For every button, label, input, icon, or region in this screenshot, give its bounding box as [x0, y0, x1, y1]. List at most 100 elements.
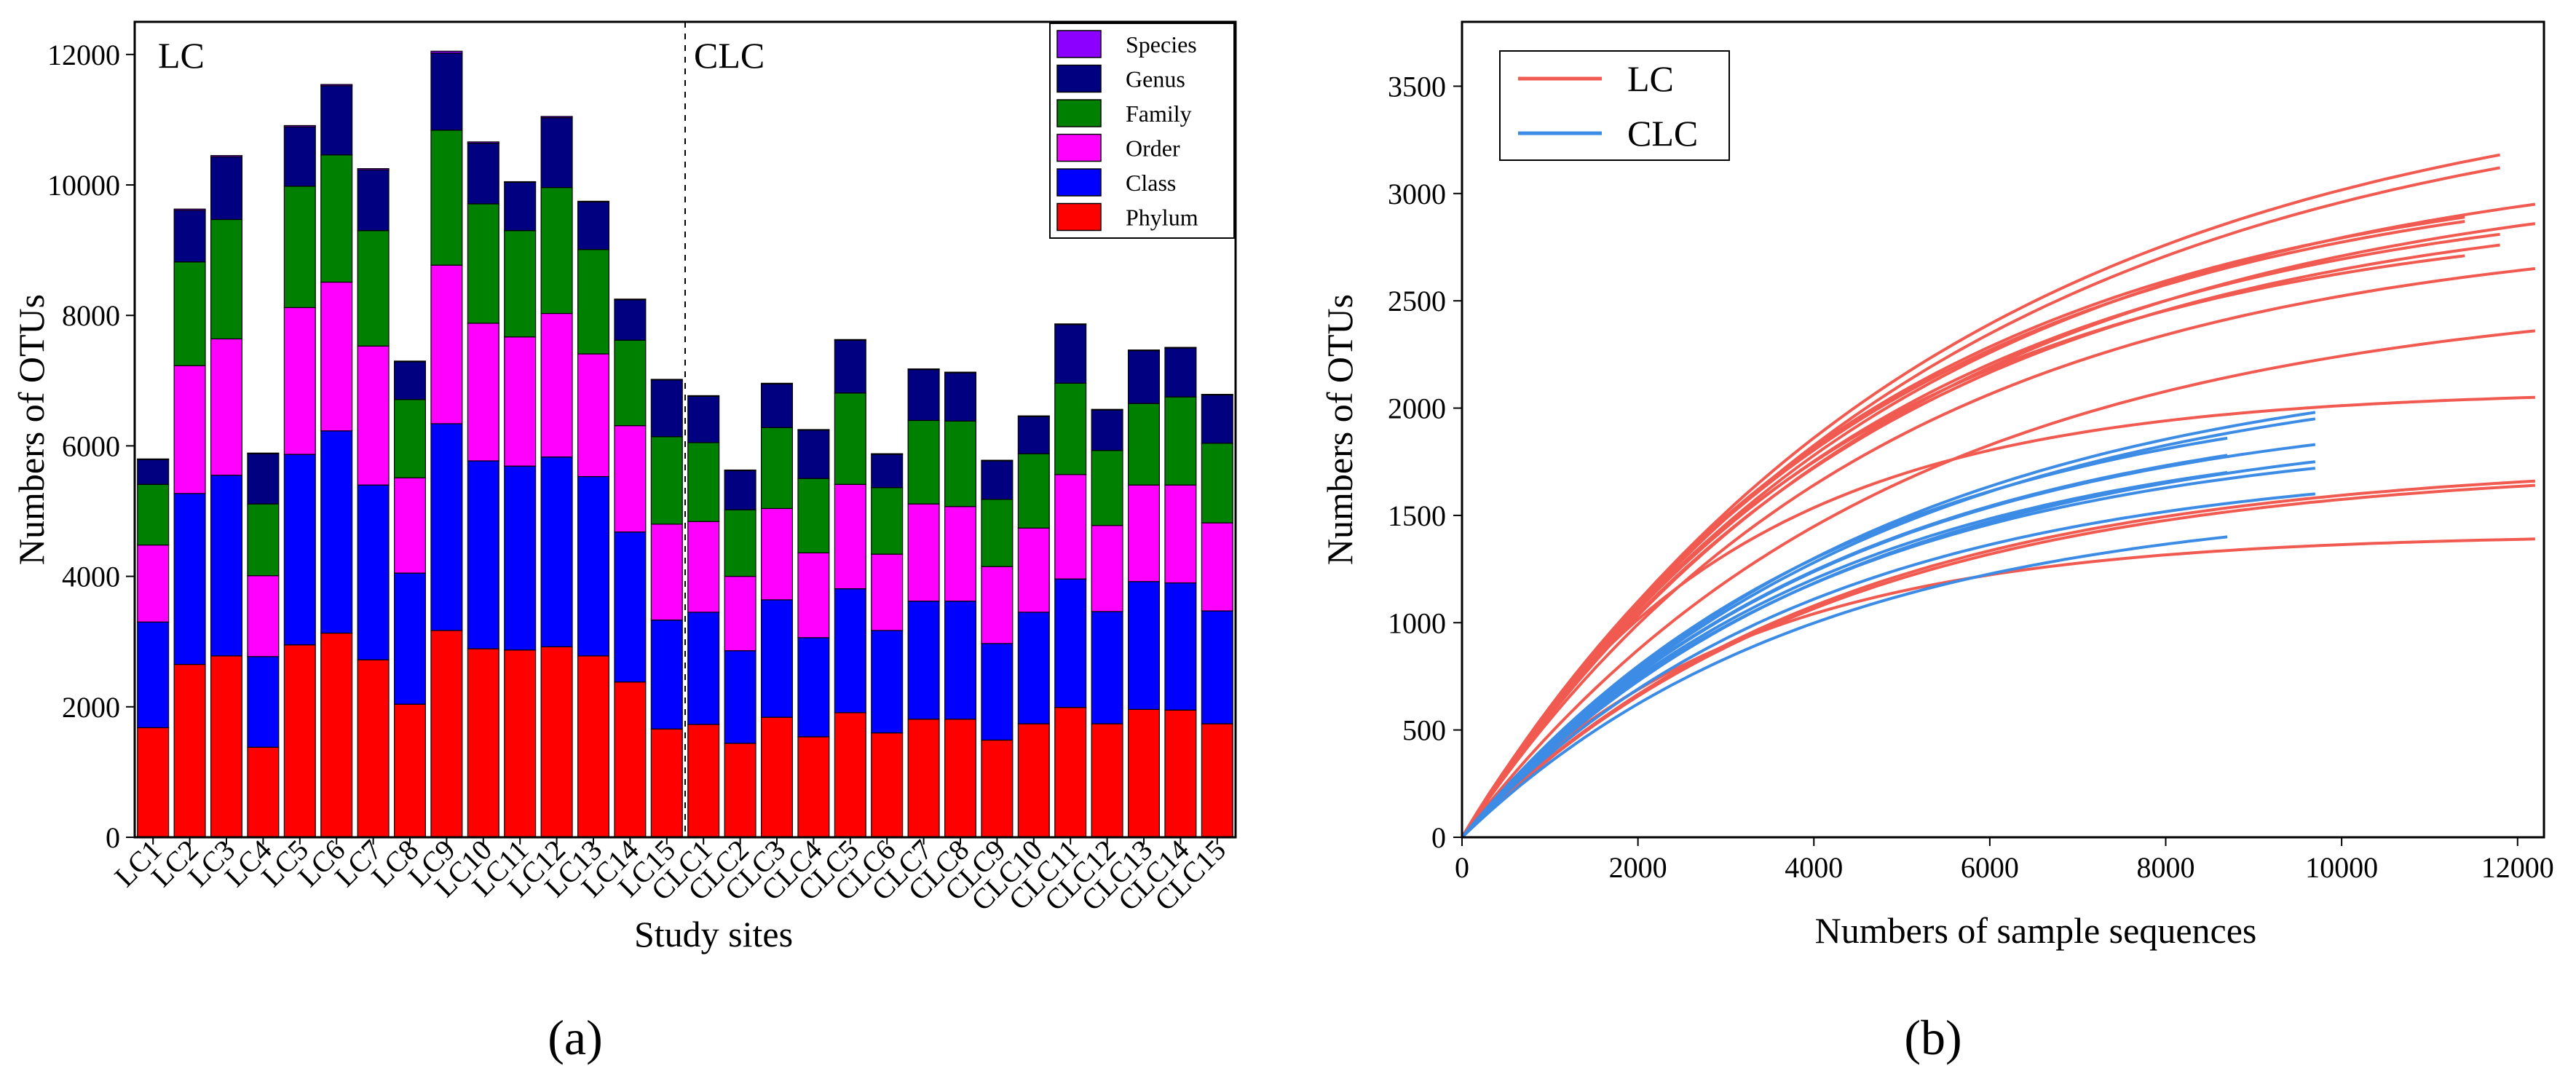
bar-lc5-genus	[283, 126, 316, 187]
bar-clc6-genus	[871, 454, 904, 489]
y-tick-label-b: 1000	[1388, 606, 1446, 639]
legend-label-phylum: Phylum	[1126, 205, 1198, 231]
bar-lc9-phylum	[430, 630, 463, 838]
y-tick-label-b: 2500	[1388, 285, 1446, 317]
curve-lc-10	[1461, 266, 2536, 839]
legend-label-lc: LC	[1627, 58, 1674, 99]
bar-clc5-phylum	[834, 712, 866, 838]
bar-lc12-genus	[540, 117, 573, 189]
bar-clc6-phylum	[871, 732, 904, 838]
bar-clc7-genus	[907, 368, 940, 422]
x-axis-title-b: Numbers of sample sequences	[1815, 910, 2257, 951]
bar-lc13-genus	[577, 201, 610, 250]
bar-clc14-family	[1164, 396, 1197, 486]
bar-clc6-order	[871, 553, 904, 631]
bar-lc4-class	[247, 656, 280, 748]
bar-clc3-order	[760, 507, 794, 601]
bar-lc6-order	[320, 281, 353, 432]
bar-lc9-order	[430, 264, 463, 424]
bar-clc13-family	[1127, 403, 1161, 486]
bar-lc2-family	[173, 261, 206, 366]
group-label-lc: LC	[158, 35, 205, 76]
bar-lc15-phylum	[650, 728, 683, 838]
panel-label-b: (b)	[1904, 1010, 1961, 1065]
bar-lc14-class	[614, 531, 647, 683]
bar-clc14-phylum	[1164, 709, 1197, 838]
legend-label-species: Species	[1126, 31, 1197, 58]
panel-a: 0 2000 4000 6000 8000 10000 12000 LC1LC2LC3LC4…	[11, 20, 1237, 1065]
bar-lc8-order	[393, 477, 427, 574]
bar-clc4-family	[797, 478, 830, 553]
y-tick-label-a: 0	[106, 821, 120, 854]
bar-clc3-species	[760, 382, 794, 384]
bar-lc11-family	[504, 230, 537, 338]
bar-clc10-genus	[1017, 416, 1050, 454]
bar-clc2-order	[724, 575, 756, 652]
x-tick-label-b: 6000	[1961, 851, 2019, 884]
bar-lc15-order	[650, 523, 683, 621]
bar-lc1-family	[137, 483, 170, 546]
y-tick-label-b: 3000	[1388, 178, 1446, 210]
bar-lc2-genus	[173, 210, 206, 263]
bar-clc11-species	[1054, 323, 1087, 325]
curve-lc-9	[1461, 254, 2465, 839]
bar-clc7-class	[907, 601, 940, 720]
bar-lc4-genus	[247, 453, 280, 505]
bar-lc5-species	[283, 125, 316, 127]
panel-b: 0 500 1000 1500 2000 2500 3000 3500 0 2000 4000 600…	[1319, 20, 2554, 1065]
bar-clc6-family	[871, 487, 904, 555]
bar-clc5-species	[834, 339, 866, 341]
curve-clc-4	[1461, 443, 2316, 839]
legend-swatch-species	[1056, 30, 1102, 58]
legend-b: LC CLC	[1499, 50, 1730, 161]
bar-clc12-species	[1091, 408, 1123, 411]
y-tick-label-b: 3500	[1388, 70, 1446, 103]
bar-clc7-family	[907, 419, 940, 505]
legend-swatch-phylum	[1056, 202, 1102, 232]
bar-clc9-class	[981, 643, 1014, 741]
bar-clc14-order	[1164, 484, 1197, 584]
bar-clc8-species	[944, 371, 977, 374]
legend-swatch-family	[1056, 99, 1102, 127]
bar-lc4-order	[247, 575, 280, 657]
bar-lc6-phylum	[320, 632, 353, 838]
plot-frame-b	[1461, 20, 2545, 839]
group-label-clc: CLC	[694, 35, 764, 76]
bar-lc5-class	[283, 454, 316, 646]
bar-lc2-species	[173, 208, 206, 211]
y-tick-label-b: 2000	[1388, 392, 1446, 425]
bar-lc6-species	[320, 84, 353, 87]
bar-lc12-order	[540, 312, 573, 458]
bar-clc3-family	[760, 427, 794, 510]
bar-lc2-order	[173, 365, 206, 494]
bar-lc3-species	[210, 155, 243, 158]
bar-lc10-family	[467, 203, 499, 324]
y-tick-label-a: 4000	[62, 561, 120, 593]
bar-lc9-class	[430, 423, 463, 631]
bar-lc3-phylum	[210, 655, 243, 838]
bar-clc1-genus	[687, 395, 720, 443]
bar-clc5-genus	[834, 339, 866, 394]
x-tick-label-b: 10000	[2305, 851, 2378, 884]
bar-clc15-order	[1201, 522, 1233, 612]
curve-lc-6	[1461, 222, 2536, 839]
panel-label-a: (a)	[548, 1010, 602, 1065]
bar-clc11-class	[1054, 578, 1087, 708]
x-tick-label-b: 0	[1455, 851, 1469, 884]
bar-clc10-family	[1017, 453, 1050, 529]
bar-clc1-class	[687, 612, 720, 725]
bar-lc9-genus	[430, 52, 463, 131]
bar-lc3-family	[210, 218, 243, 340]
bar-clc3-class	[760, 599, 794, 718]
bar-lc13-order	[577, 353, 610, 478]
bar-clc10-class	[1017, 612, 1050, 724]
legend-label-family: Family	[1126, 100, 1192, 127]
bar-lc14-family	[614, 339, 647, 427]
bar-clc14-species	[1164, 347, 1197, 349]
curve-lc-5	[1461, 220, 2465, 839]
bar-lc11-order	[504, 336, 537, 467]
bar-lc4-phylum	[247, 746, 280, 838]
bar-lc15-family	[650, 436, 683, 525]
bar-clc8-order	[944, 506, 977, 602]
bar-lc12-species	[540, 116, 573, 119]
